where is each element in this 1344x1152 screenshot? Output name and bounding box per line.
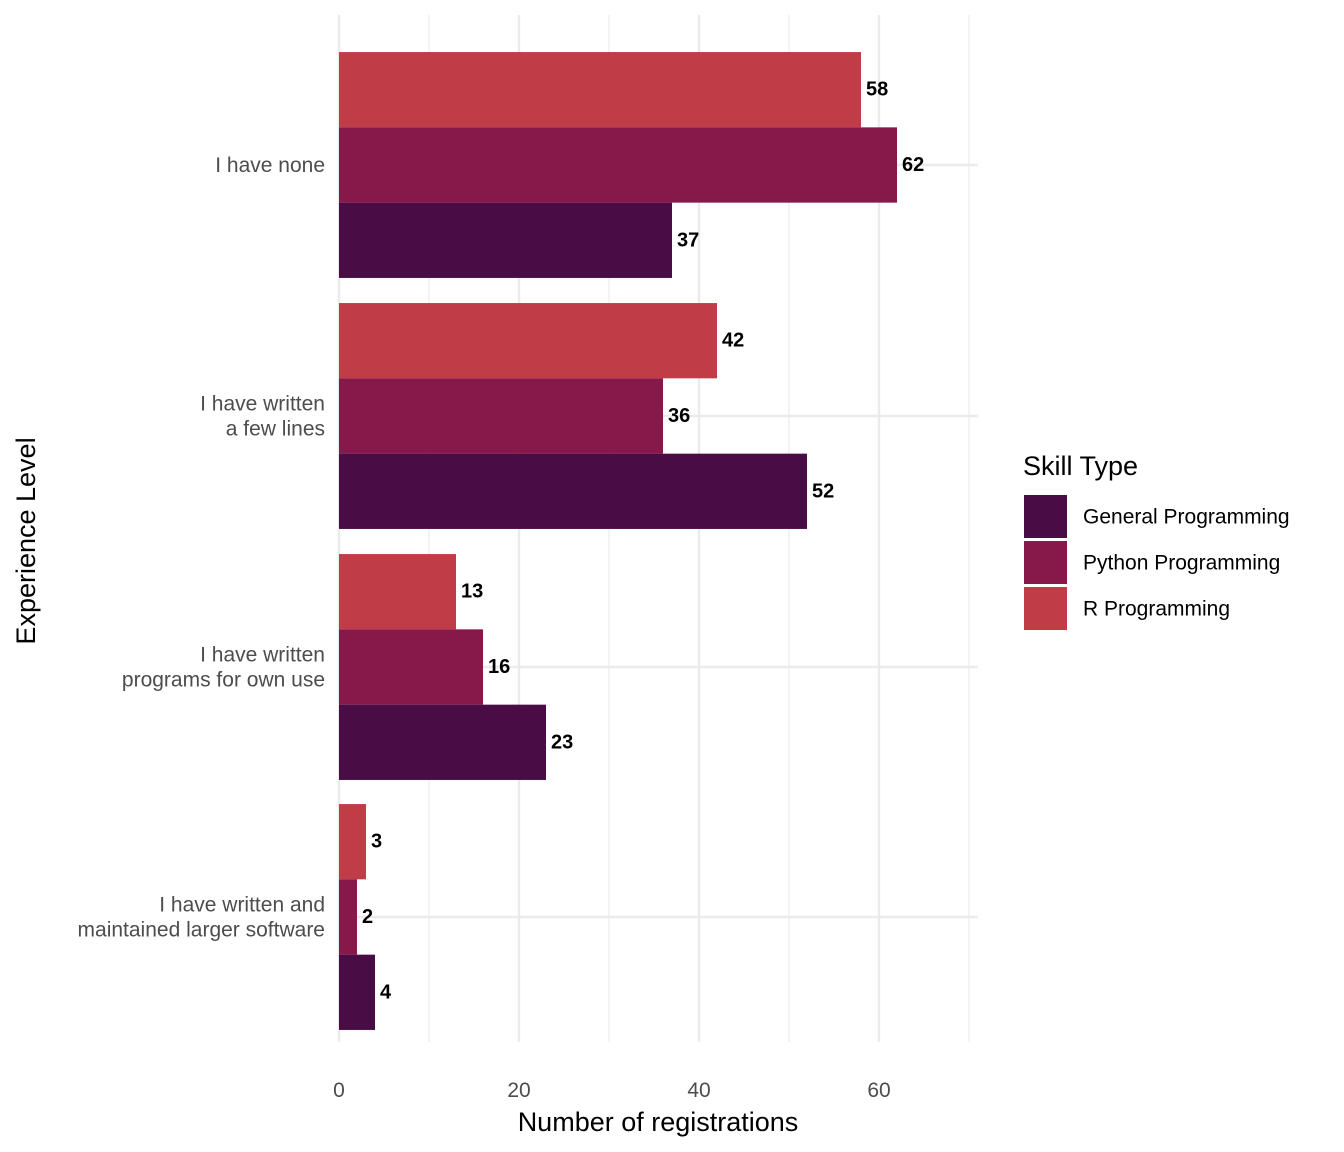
legend-key-r-programming — [1024, 587, 1067, 630]
bar-label-general-programming-1: 52 — [812, 480, 834, 502]
y-axis-title: Experience Level — [11, 437, 41, 644]
y-tick-label-0: I have none — [215, 154, 325, 177]
bar-general-programming-0 — [339, 202, 672, 278]
bar-label-python-programming-2: 16 — [488, 656, 510, 678]
bar-label-general-programming-3: 4 — [380, 981, 392, 1003]
x-tick-label-20: 20 — [507, 1079, 530, 1102]
bars — [339, 52, 897, 1030]
bar-label-python-programming-0: 62 — [902, 154, 924, 176]
legend-key-python-programming — [1024, 541, 1067, 584]
bar-label-general-programming-0: 37 — [677, 229, 699, 251]
bar-r-programming-1 — [339, 303, 717, 379]
bar-labels: 58 62 37 42 36 52 13 16 23 3 2 4 — [362, 79, 924, 1004]
bar-label-r-programming-1: 42 — [722, 330, 744, 352]
y-tick-label-3: I have written and maintained larger soft… — [78, 893, 325, 941]
bar-r-programming-0 — [339, 52, 861, 128]
y-tick-label-1: I have written a few lines — [200, 392, 325, 440]
bar-python-programming-3 — [339, 879, 357, 955]
bar-label-general-programming-2: 23 — [551, 731, 573, 753]
y-tick-label-2: I have written programs for own use — [122, 643, 325, 691]
y-axis-tick-labels: I have none I have written a few lines I ha… — [78, 154, 325, 942]
legend-key-general-programming — [1024, 495, 1067, 538]
bar-general-programming-2 — [339, 704, 546, 780]
x-tick-label-0: 0 — [333, 1079, 345, 1102]
bar-general-programming-3 — [339, 954, 375, 1030]
legend-label-r-programming: R Programming — [1083, 598, 1230, 621]
x-tick-label-40: 40 — [687, 1079, 710, 1102]
bar-label-r-programming-0: 58 — [866, 79, 888, 101]
legend-title: Skill Type — [1023, 451, 1138, 481]
bar-r-programming-3 — [339, 804, 366, 880]
bar-python-programming-1 — [339, 378, 663, 454]
bar-python-programming-0 — [339, 127, 897, 203]
bar-label-python-programming-1: 36 — [668, 405, 690, 427]
bar-general-programming-1 — [339, 453, 807, 529]
bar-label-python-programming-3: 2 — [362, 906, 373, 928]
bar-label-r-programming-2: 13 — [461, 581, 483, 603]
legend-label-general-programming: General Programming — [1083, 506, 1290, 529]
bar-label-r-programming-3: 3 — [371, 831, 382, 853]
legend-label-python-programming: Python Programming — [1083, 552, 1280, 575]
bar-python-programming-2 — [339, 629, 483, 705]
bar-r-programming-2 — [339, 554, 456, 630]
legend: Skill Type General Programming Python Pro… — [1023, 451, 1290, 630]
x-axis-tick-labels: 0 20 40 60 — [333, 1079, 891, 1102]
x-axis-title: Number of registrations — [518, 1107, 799, 1137]
x-tick-label-60: 60 — [867, 1079, 890, 1102]
